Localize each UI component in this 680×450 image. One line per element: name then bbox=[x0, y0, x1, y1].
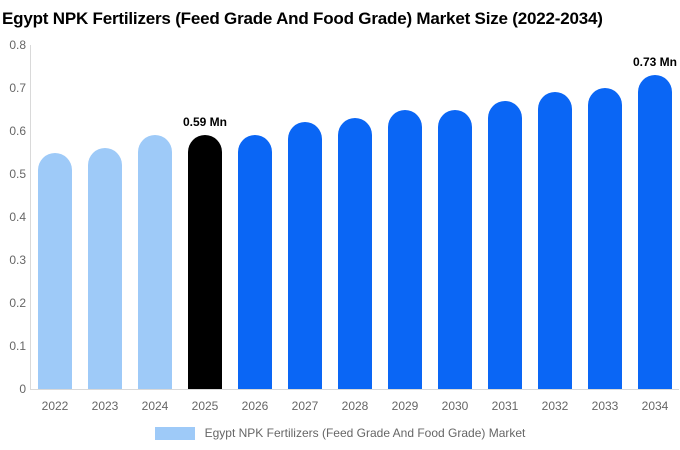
y-tick-0.4: 0.4 bbox=[9, 210, 26, 224]
x-tick-2022: 2022 bbox=[41, 399, 69, 413]
y-tick-0.2: 0.2 bbox=[9, 296, 26, 310]
y-tick-0.7: 0.7 bbox=[9, 81, 26, 95]
x-axis-line bbox=[30, 389, 679, 390]
bar-2031 bbox=[488, 100, 522, 389]
legend-swatch bbox=[154, 426, 195, 440]
y-axis-line bbox=[30, 45, 31, 390]
y-tick-0.3: 0.3 bbox=[9, 253, 26, 267]
x-tick-2025: 2025 bbox=[191, 399, 219, 413]
value-label-2034: 0.73 Mn bbox=[632, 55, 677, 70]
legend-label: Egypt NPK Fertilizers (Feed Grade And Fo… bbox=[204, 426, 526, 440]
bar-2030 bbox=[438, 109, 472, 389]
x-tick-2031: 2031 bbox=[491, 399, 519, 413]
bar-2024 bbox=[138, 135, 172, 389]
y-tick-0.8: 0.8 bbox=[9, 38, 26, 52]
y-tick-0.6: 0.6 bbox=[9, 124, 26, 138]
bar-2029 bbox=[388, 109, 422, 389]
bar-2026 bbox=[238, 135, 272, 389]
bar-2033 bbox=[588, 88, 622, 389]
bar-2032 bbox=[538, 92, 572, 389]
chart-title: Egypt NPK Fertilizers (Feed Grade And Fo… bbox=[2, 9, 603, 28]
bar-2028 bbox=[338, 118, 372, 389]
x-tick-2028: 2028 bbox=[341, 399, 369, 413]
y-tick-0.1: 0.1 bbox=[9, 339, 26, 353]
x-tick-2033: 2033 bbox=[591, 399, 619, 413]
bar-2027 bbox=[288, 122, 322, 389]
x-tick-2023: 2023 bbox=[91, 399, 119, 413]
y-tick-0: 0 bbox=[19, 382, 26, 396]
x-tick-2034: 2034 bbox=[641, 399, 669, 413]
x-tick-2030: 2030 bbox=[441, 399, 469, 413]
y-tick-0.5: 0.5 bbox=[9, 167, 26, 181]
bar-2034 bbox=[638, 75, 672, 389]
bar-2025 bbox=[188, 135, 222, 389]
value-label-2025: 0.59 Mn bbox=[182, 115, 227, 130]
bar-2022 bbox=[38, 152, 72, 389]
x-tick-2024: 2024 bbox=[141, 399, 169, 413]
x-tick-2027: 2027 bbox=[291, 399, 319, 413]
bar-2023 bbox=[88, 148, 122, 389]
x-tick-2029: 2029 bbox=[391, 399, 419, 413]
x-tick-2032: 2032 bbox=[541, 399, 569, 413]
x-tick-2026: 2026 bbox=[241, 399, 269, 413]
legend: Egypt NPK Fertilizers (Feed Grade And Fo… bbox=[0, 426, 680, 440]
